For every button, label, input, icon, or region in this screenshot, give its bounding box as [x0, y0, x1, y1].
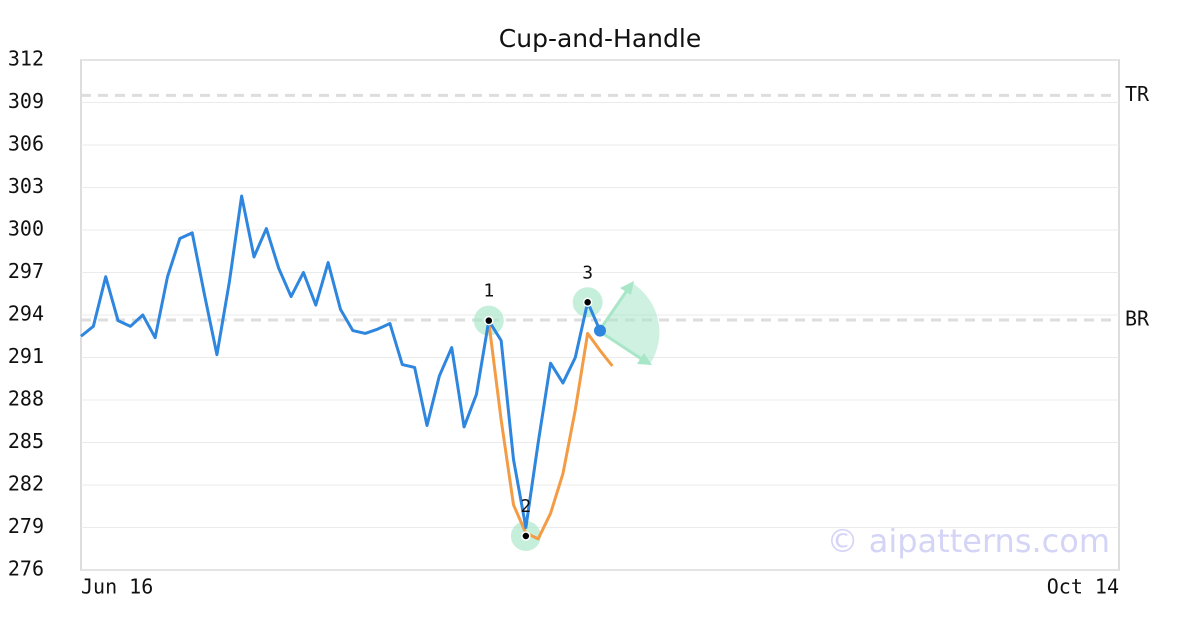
- y-tick-label: 297: [8, 259, 44, 283]
- series-line: [487, 321, 614, 541]
- y-tick-label: 288: [8, 387, 44, 411]
- level-label: BR: [1125, 306, 1150, 330]
- y-tick-label: 306: [8, 132, 44, 156]
- pivot-point: [582, 297, 593, 307]
- grid: [81, 59, 1119, 571]
- series-line: [80, 194, 602, 529]
- projection-wedge: [599, 283, 660, 364]
- pivot-point: [521, 531, 531, 541]
- y-tick-label: 300: [8, 217, 44, 241]
- y-tick-label: 291: [8, 344, 44, 368]
- y-tick-label: 282: [8, 472, 44, 496]
- projection: [473, 281, 660, 551]
- y-tick-label: 312: [8, 47, 44, 71]
- level-label: TR: [1125, 82, 1150, 106]
- y-tick-label: 279: [8, 514, 44, 538]
- y-tick-label: 294: [8, 302, 44, 326]
- y-tick-label: 309: [8, 89, 44, 113]
- current-point: [594, 324, 606, 337]
- y-tick-label: 303: [8, 174, 44, 198]
- watermark: © aipatterns.com: [827, 522, 1110, 560]
- x-tick-label: Oct 14: [1047, 575, 1119, 599]
- projection-arrow-up: [597, 288, 630, 332]
- pivot-label: 2: [520, 496, 531, 517]
- arrow-head: [620, 281, 634, 295]
- pivot-label: 3: [582, 262, 593, 283]
- y-tick-label: 285: [8, 429, 44, 453]
- pivot-label: 1: [483, 281, 494, 302]
- y-tick-label: 276: [8, 557, 44, 581]
- pivot-point: [484, 315, 494, 326]
- chart-title: Cup-and-Handle: [499, 24, 701, 53]
- projection-arrow-down: [598, 329, 644, 362]
- arrow-head: [637, 353, 652, 365]
- x-tick-label: Jun 16: [81, 575, 153, 599]
